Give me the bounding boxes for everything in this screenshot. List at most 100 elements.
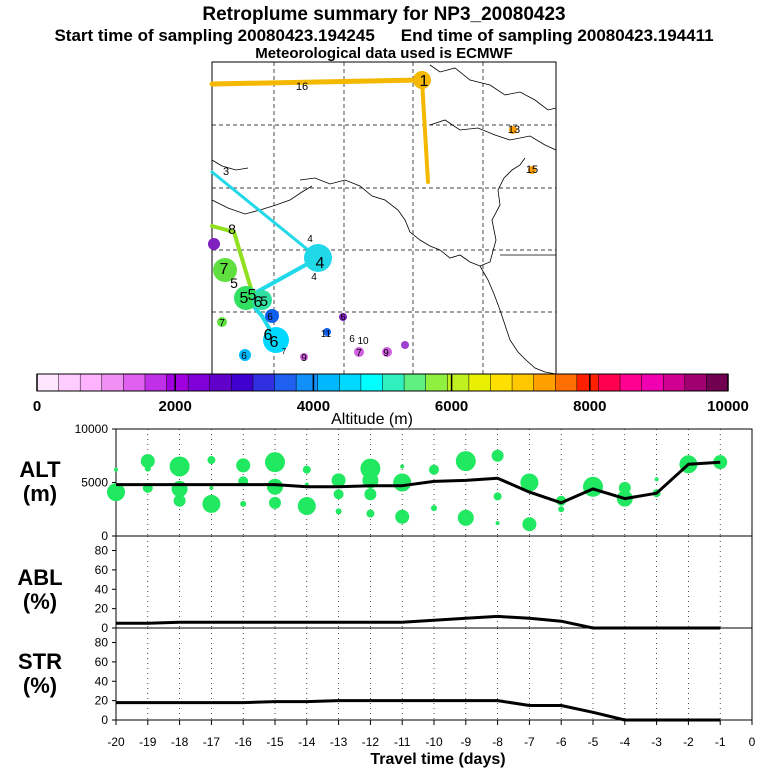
trajectory-label: 6 [267, 312, 273, 323]
x-tick-label: -10 [425, 735, 443, 749]
scatter-point [431, 505, 437, 512]
colorbar-cell [533, 374, 556, 391]
str-panel-label: STR (%) [10, 650, 70, 698]
colorbar-cell [209, 374, 232, 391]
scatter-point [144, 465, 151, 472]
colorbar-tick-label: 6000 [435, 398, 468, 415]
x-tick-label: -14 [298, 735, 316, 749]
colorbar-cell [58, 374, 81, 391]
trajectory-label: 7 [220, 261, 229, 278]
abl-panel-label: ABL (%) [10, 566, 70, 614]
scatter-point [429, 464, 439, 475]
colorbar-cell [404, 374, 427, 391]
x-tick-label: -12 [362, 735, 380, 749]
colorbar-tick-label: 10000 [707, 398, 749, 415]
colorbar-cell [360, 374, 383, 391]
scatter-point [169, 456, 190, 477]
trajectory-label: 4 [307, 234, 313, 245]
trajectory-point [217, 317, 227, 327]
scatter-point [269, 496, 281, 509]
trajectory-line-cyan-lower [242, 256, 320, 342]
scatter-point [493, 492, 502, 501]
x-tick-label: -11 [394, 735, 411, 749]
x-tick-label: -17 [203, 735, 221, 749]
x-tick-label: -8 [492, 735, 503, 749]
x-tick-label: -3 [651, 735, 662, 749]
trajectory-point [263, 327, 289, 353]
colorbar-cell [706, 374, 729, 391]
x-tick-label: -7 [524, 735, 535, 749]
trajectory-label: 7 [219, 318, 225, 329]
alt-panel-label: ALT (m) [10, 458, 70, 506]
coastline [211, 64, 557, 375]
colorbar-cell [339, 374, 362, 391]
colorbar-tick-label: 8000 [573, 398, 606, 415]
scatter-point [558, 506, 565, 513]
scatter-point [520, 473, 539, 492]
trajectory-label: 4 [311, 272, 317, 283]
colorbar-cell [555, 374, 578, 391]
trajectory-lines [209, 77, 430, 342]
x-tick-label: 0 [749, 735, 756, 749]
y-tick-label: 5000 [81, 476, 108, 490]
colorbar-cell [166, 374, 189, 391]
trajectory-point [239, 349, 251, 361]
y-tick-label: 80 [95, 544, 109, 558]
colorbar-cell [447, 374, 470, 391]
trajectory-point [252, 290, 272, 310]
colorbar-cell [231, 374, 254, 391]
trajectory-point [339, 313, 347, 321]
scatter-point [265, 452, 285, 473]
scatter-point [107, 483, 125, 502]
trajectory-label: 6 [349, 334, 355, 345]
trajectory-label: 13 [508, 124, 520, 136]
alt-panel-label-text: ALT (m) [19, 457, 61, 506]
x-tick-label: -1 [715, 735, 726, 749]
scatter-point [457, 509, 474, 526]
colorbar-cell [188, 374, 211, 391]
abl-series-line [116, 614, 721, 630]
trajectory-label: 6 [254, 294, 263, 311]
scatter-point [713, 455, 728, 470]
trajectory-label: 6 [270, 334, 279, 351]
trajectory-point [300, 353, 308, 361]
trajectory-point [509, 126, 517, 134]
trajectory-point [213, 258, 237, 282]
scatter-point [522, 517, 537, 532]
trajectory-label: 7 [282, 347, 287, 356]
trajectory-label: 16 [296, 81, 308, 93]
trajectory-point [208, 238, 220, 250]
colorbar-tick-label: 0 [33, 398, 41, 415]
trajectory-label: 6 [340, 312, 345, 322]
colorbar-cell [620, 374, 643, 391]
colorbar-ticks: 0 2000 4000 6000 8000 10000 [33, 374, 749, 415]
x-tick-label: -13 [330, 735, 348, 749]
x-tick-label: -18 [171, 735, 189, 749]
scatter-point [297, 497, 316, 516]
y-tick-label: 0 [101, 621, 108, 635]
trajectory-label: 1 [420, 73, 429, 90]
colorbar-cell [684, 374, 707, 391]
scatter-point [302, 465, 311, 474]
y-tick-label: 0 [101, 713, 108, 727]
trajectory-point [323, 328, 331, 336]
trajectory-line-cyan [210, 170, 320, 260]
scatter-point [240, 500, 247, 507]
x-tick-label: -19 [139, 735, 157, 749]
colorbar-cell [512, 374, 535, 391]
alt-series-line [116, 460, 721, 505]
scatter-point [114, 467, 118, 472]
y-tick-label: 60 [95, 655, 109, 669]
trajectory-label: 11 [321, 329, 332, 340]
scatter-point [583, 476, 603, 497]
scatter-point [360, 458, 381, 479]
scatter-point [173, 494, 186, 507]
alt-panel: 0 5000 10000 [75, 422, 753, 543]
trajectory-line-orange-top [209, 77, 425, 87]
scatter-point [335, 508, 342, 515]
colorbar-cell [252, 374, 275, 391]
trajectory-label: 8 [228, 221, 236, 237]
trajectory-point [354, 347, 364, 357]
